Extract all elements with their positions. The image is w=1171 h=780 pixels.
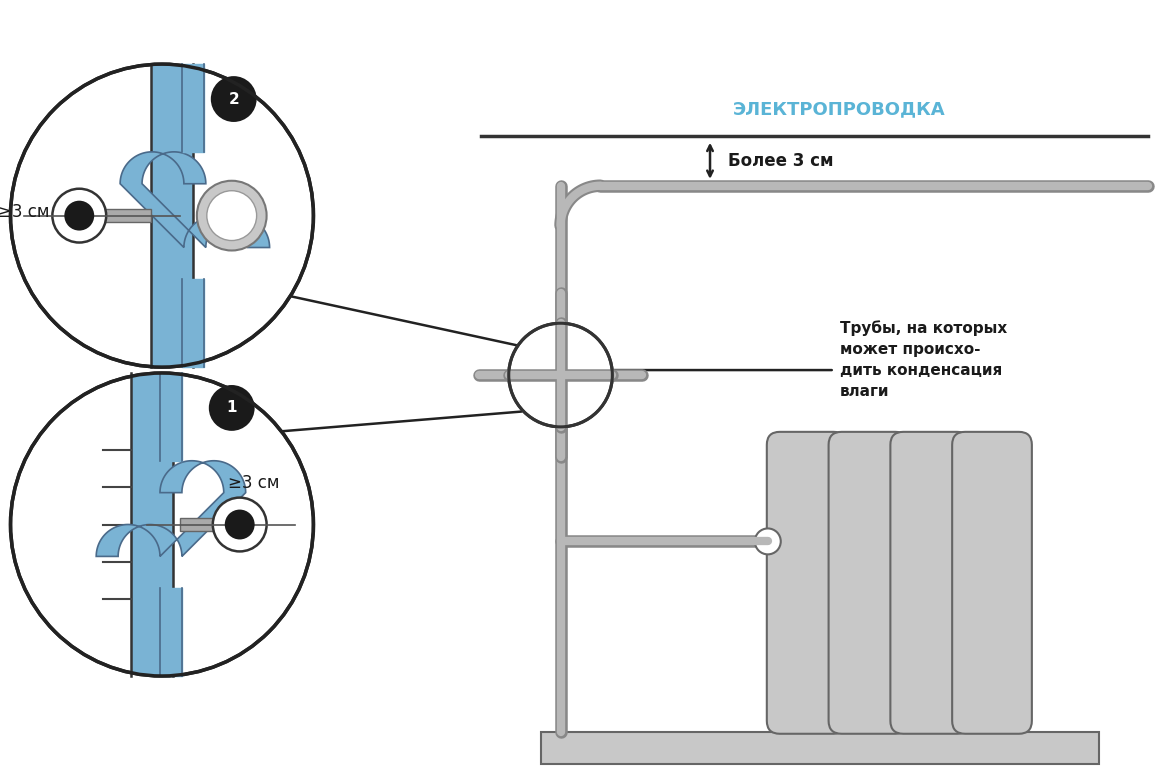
Circle shape	[197, 181, 267, 250]
Circle shape	[11, 64, 314, 367]
FancyBboxPatch shape	[829, 432, 909, 734]
Bar	[541, 732, 1098, 764]
FancyBboxPatch shape	[890, 432, 970, 734]
Circle shape	[207, 191, 256, 240]
Text: ≥3 см: ≥3 см	[0, 203, 49, 221]
Text: Трубы, на которых
может происхо-
дить конденсация
влаги: Трубы, на которых может происхо- дить ко…	[840, 321, 1007, 399]
FancyBboxPatch shape	[952, 432, 1032, 734]
Polygon shape	[96, 461, 246, 556]
Text: 2: 2	[228, 91, 239, 107]
Text: ЭЛЕКТРОПРОВОДКА: ЭЛЕКТРОПРОВОДКА	[733, 100, 946, 118]
Circle shape	[213, 498, 267, 551]
Bar	[131, 372, 173, 677]
Circle shape	[11, 373, 314, 676]
Circle shape	[755, 529, 781, 555]
Bar	[94, 209, 151, 222]
Bar	[180, 518, 240, 531]
Circle shape	[208, 385, 254, 431]
FancyBboxPatch shape	[767, 432, 847, 734]
Bar	[151, 63, 193, 368]
Circle shape	[211, 76, 256, 122]
Circle shape	[53, 189, 107, 243]
Circle shape	[64, 200, 94, 231]
Circle shape	[225, 509, 254, 540]
Text: ≥3 см: ≥3 см	[227, 473, 279, 491]
Polygon shape	[121, 152, 269, 247]
Circle shape	[508, 323, 612, 427]
Text: 1: 1	[226, 400, 237, 416]
Text: Более 3 см: Более 3 см	[728, 152, 834, 170]
